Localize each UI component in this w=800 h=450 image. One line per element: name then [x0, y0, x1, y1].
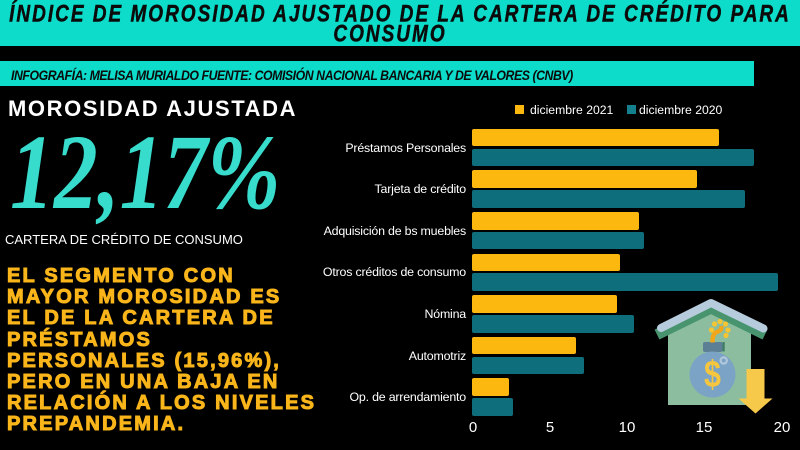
svg-text:$: $	[704, 354, 721, 396]
